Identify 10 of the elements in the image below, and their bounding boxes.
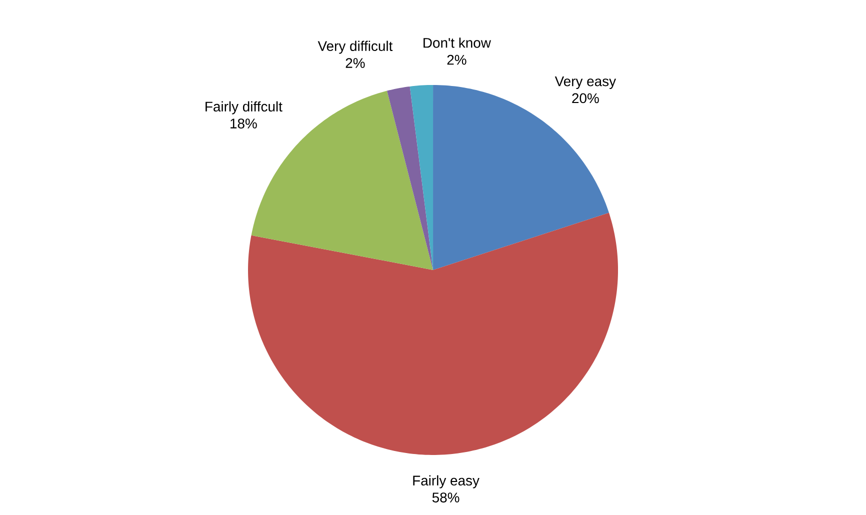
slice-label: Very difficult [318,40,393,54]
slice-label: Fairly easy [413,475,480,488]
slice-label: Don't know [424,38,491,48]
data-label: 2% [447,54,466,65]
data-label: 2% [346,58,365,68]
slice-label: Fairly diffcult [206,101,282,114]
data-label: 58% [432,492,460,502]
data-label: 18% [230,118,257,128]
data-label: 20% [572,93,599,104]
slice-label: Very easy [554,76,616,89]
